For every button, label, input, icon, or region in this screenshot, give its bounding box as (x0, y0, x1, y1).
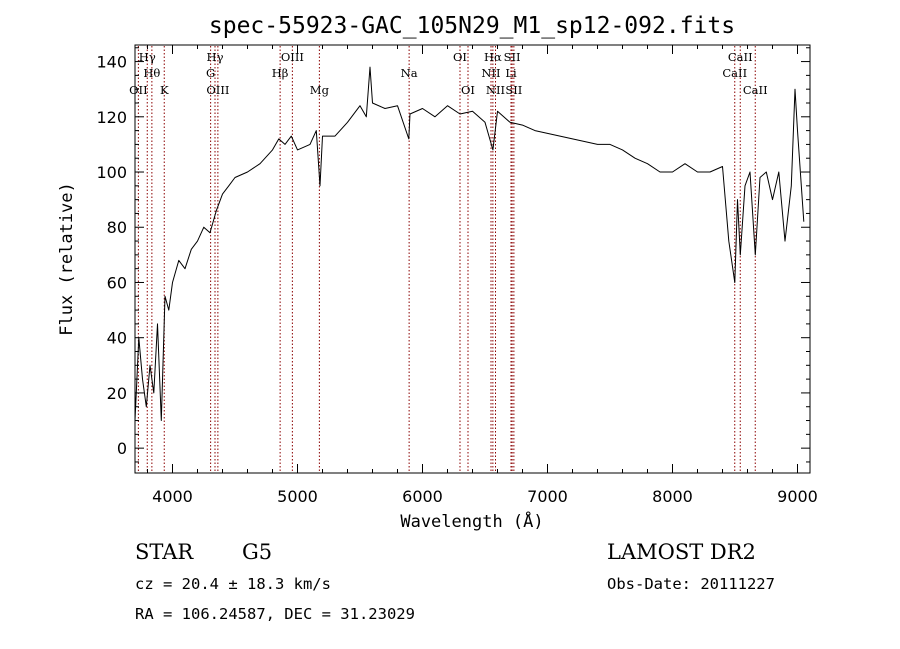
y-tick-label: 140 (96, 53, 127, 72)
x-axis-ticks: 4000 5000 6000 7000 8000 9000 (147, 45, 818, 506)
line-label: Hγ (207, 50, 224, 64)
x-tick-label: 7000 (527, 487, 568, 506)
line-label: CaII (743, 83, 768, 97)
line-label: OII (129, 83, 148, 97)
line-label: CaII (728, 50, 753, 64)
plot-frame (134, 44, 811, 474)
line-label: Hα (484, 50, 502, 64)
line-label: CaII (722, 66, 747, 80)
line-label: Li (505, 66, 517, 80)
y-axis-label: Flux (relative) (57, 182, 77, 336)
observation-date: Obs-Date: 20111227 (607, 575, 775, 593)
line-label: Hθ (143, 66, 160, 80)
y-tick-label: 120 (96, 108, 127, 127)
x-tick-label: 5000 (277, 487, 318, 506)
line-label: K (160, 83, 169, 97)
spectrum-series (134, 66, 805, 421)
line-label: OI (453, 50, 467, 64)
redshift-velocity: cz = 20.4 ± 18.3 km/s (135, 575, 331, 593)
line-label: OIII (281, 50, 304, 64)
x-tick-label: 9000 (777, 487, 818, 506)
survey-name: LAMOST DR2 (607, 540, 756, 564)
x-tick-label: 4000 (152, 487, 193, 506)
y-tick-label: 80 (107, 218, 127, 237)
line-label: Hβ (272, 66, 289, 80)
x-tick-label: 8000 (652, 487, 693, 506)
line-label: Na (401, 66, 418, 80)
line-label: Mg (310, 83, 330, 97)
y-tick-label: 60 (107, 273, 127, 292)
object-class: STAR (135, 540, 194, 564)
line-label: OIII (206, 83, 229, 97)
spectral-line-markers (137, 46, 756, 472)
line-label: SII (505, 83, 522, 97)
y-tick-label: 20 (107, 384, 127, 403)
x-tick-label: 6000 (402, 487, 443, 506)
y-tick-label: 100 (96, 163, 127, 182)
sky-coordinates: RA = 106.24587, DEC = 31.23029 (135, 605, 415, 623)
spectrum-line (134, 66, 805, 421)
chart-title: spec-55923-GAC_105N29_M1_sp12-092.fits (209, 13, 735, 39)
x-axis-label: Wavelength (Å) (400, 510, 543, 532)
line-label: NII (481, 66, 500, 80)
object-subclass: G5 (242, 540, 272, 564)
line-label: OI (461, 83, 475, 97)
line-label: G (206, 66, 215, 80)
line-label: Hγ (139, 50, 156, 64)
y-tick-label: 40 (107, 329, 127, 348)
line-label: NII (486, 83, 505, 97)
y-tick-label: 0 (117, 439, 127, 458)
y-axis-ticks: 0 20 40 60 80 100 120 140 (96, 47, 810, 463)
line-label: SII (504, 50, 521, 64)
